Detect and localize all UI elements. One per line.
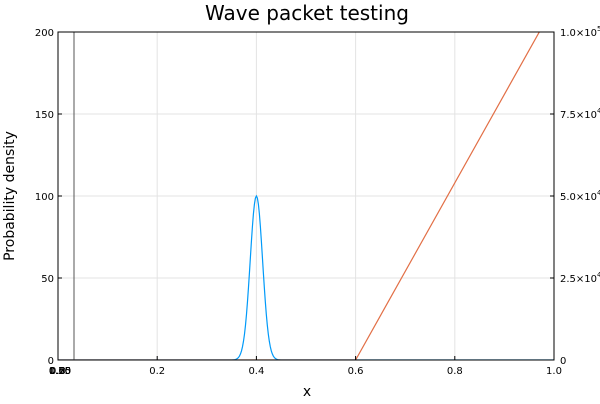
y2-tick-exponent: 4: [597, 107, 600, 115]
y-axis-ticks: 0 50 100 150 200: [35, 28, 62, 367]
plot-lines: [58, 32, 554, 360]
series-line-2: [58, 32, 540, 360]
y2-tick-label: 1.0×105: [560, 25, 600, 39]
x-tick-label-overlap: 0.50: [49, 366, 71, 377]
chart-title: Wave packet testing: [205, 1, 409, 25]
y-tick-label: 100: [35, 192, 54, 203]
x-tick-label: 0.6: [348, 366, 364, 377]
y2-tick-exponent: 4: [597, 271, 600, 279]
x-tick-label-overlap: 1.00: [49, 366, 71, 377]
y-tick-label: 200: [35, 28, 54, 39]
y2-tick-label: 5.0×104: [560, 189, 600, 203]
x-tick-label: 0.8: [447, 366, 463, 377]
x-axis-ticks: 0.0 0.2 0.4 0.6 0.8 1.0 0.250.500.751.00: [49, 356, 562, 377]
y-tick-label: 50: [41, 274, 54, 285]
y-tick-label: 0: [48, 356, 54, 367]
y2-tick-exponent: 4: [597, 189, 600, 197]
y2-axis-ticks: 0 2.5×104 5.0×104 7.5×104 1.0×105: [550, 25, 600, 367]
x-axis-label: x: [303, 384, 311, 400]
x-tick-label: 1.0: [546, 366, 562, 377]
y-axis-label: Probability density: [2, 131, 18, 261]
grid: [57, 31, 555, 361]
x-tick-label: 0.2: [149, 366, 165, 377]
y2-tick-exponent: 5: [597, 25, 600, 33]
y2-tick-label: 7.5×104: [560, 107, 600, 121]
x-tick-label-overlap: 0.75: [49, 366, 71, 377]
y2-tick-label: 0: [560, 356, 566, 367]
x-tick-label-overlap: 0.25: [49, 366, 71, 377]
x-tick-label: 0.0: [50, 366, 66, 377]
y-tick-label: 150: [35, 110, 54, 121]
y2-tick-label: 2.5×104: [560, 271, 600, 285]
x-tick-label: 0.4: [248, 366, 264, 377]
